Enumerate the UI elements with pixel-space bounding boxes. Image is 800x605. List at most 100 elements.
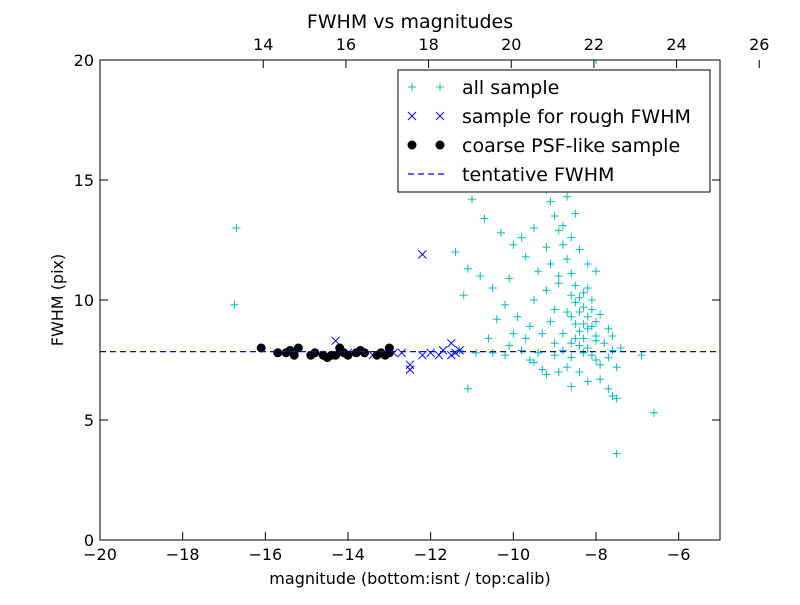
data-point — [542, 243, 551, 252]
data-point — [608, 346, 617, 355]
data-point — [567, 291, 576, 300]
data-point — [455, 346, 464, 355]
data-point — [492, 315, 501, 324]
y-tick-label: 5 — [84, 411, 94, 430]
data-point — [575, 293, 584, 302]
data-point — [592, 60, 600, 64]
x-axis-label: magnitude (bottom:isnt / top:calib) — [269, 569, 550, 588]
y-tick-label: 15 — [74, 171, 94, 190]
data-point — [563, 192, 572, 201]
data-point — [488, 284, 497, 292]
data-point — [331, 350, 341, 360]
data-point — [587, 322, 596, 331]
data-point — [579, 348, 588, 357]
data-point — [571, 209, 580, 218]
ticks-layer: −20 −18 −16 −14 −12 −10 −8 −6 0 5 10 15 20 14 16 18 20 22… — [74, 35, 770, 564]
data-point — [534, 267, 543, 276]
series-0 — [230, 60, 658, 458]
data-point — [583, 284, 592, 292]
legend-marker — [435, 140, 445, 150]
data-point — [550, 212, 559, 220]
data-point — [256, 343, 266, 353]
data-point — [592, 336, 600, 345]
chart-title: FWHM vs magnitudes — [307, 11, 513, 33]
data-point — [476, 272, 485, 280]
data-point — [608, 392, 617, 400]
legend-label: coarse PSF-like sample — [462, 135, 680, 157]
data-point — [558, 240, 567, 249]
data-point — [546, 197, 555, 206]
data-point — [575, 341, 584, 350]
data-point — [501, 300, 510, 309]
data-point — [587, 351, 596, 360]
data-point — [480, 214, 489, 223]
data-point — [289, 350, 299, 360]
legend-label: tentative FWHM — [462, 164, 614, 186]
data-point — [488, 348, 497, 357]
data-point — [463, 264, 472, 273]
data-point — [571, 298, 580, 307]
plot-frame — [99, 59, 721, 541]
data-point — [505, 341, 514, 350]
data-point — [273, 348, 283, 358]
legend-label: all sample — [462, 77, 559, 99]
data-point — [538, 365, 547, 374]
data-point — [592, 356, 600, 364]
legend-marker — [408, 83, 416, 91]
legend-item: sample for rough FWHM — [407, 106, 691, 128]
data-point — [310, 348, 320, 358]
data-point — [230, 300, 239, 309]
data-point — [463, 384, 472, 393]
data-point — [550, 339, 559, 348]
legend-marker — [407, 140, 417, 150]
data-point — [550, 305, 559, 314]
data-point — [583, 260, 592, 268]
data-point — [567, 312, 576, 321]
data-point — [583, 312, 592, 321]
data-point — [554, 279, 563, 288]
top-tick-label: 20 — [501, 35, 521, 54]
data-point — [612, 363, 621, 372]
legend-item: all sample — [408, 77, 559, 99]
data-point — [583, 344, 592, 352]
data-point — [587, 305, 596, 314]
data-point — [484, 334, 493, 343]
data-point — [600, 339, 609, 348]
data-point — [509, 240, 518, 249]
data-point — [438, 346, 448, 355]
data-point — [596, 360, 605, 369]
data-point — [501, 351, 510, 360]
data-point — [592, 317, 600, 326]
x-tick-label: −12 — [414, 545, 448, 564]
data-point — [571, 320, 580, 328]
data-point — [604, 324, 613, 333]
y-tick-label: 10 — [74, 291, 94, 310]
data-point — [525, 322, 534, 331]
data-point — [525, 356, 534, 364]
x-tick-label: −10 — [496, 545, 530, 564]
data-point — [517, 346, 526, 355]
data-point — [426, 348, 436, 358]
data-point — [567, 233, 576, 242]
data-point — [592, 267, 600, 276]
data-point — [575, 327, 584, 336]
data-point — [604, 353, 613, 362]
x-tick-label: −20 — [83, 545, 117, 564]
data-point — [534, 348, 543, 357]
data-point — [530, 224, 538, 232]
x-tick-label: −6 — [667, 545, 691, 564]
data-point — [558, 329, 567, 338]
top-tick-label: 22 — [584, 35, 604, 54]
data-point — [575, 368, 584, 376]
data-point — [567, 339, 576, 348]
data-point — [513, 312, 522, 321]
data-point — [554, 368, 563, 376]
legend-item: coarse PSF-like sample — [407, 135, 680, 157]
data-point — [232, 224, 241, 232]
y-axis-label: FWHM (pix) — [48, 254, 67, 347]
legend-marker — [407, 111, 417, 121]
data-point — [579, 320, 588, 328]
data-point — [563, 308, 572, 316]
data-point — [567, 269, 576, 278]
